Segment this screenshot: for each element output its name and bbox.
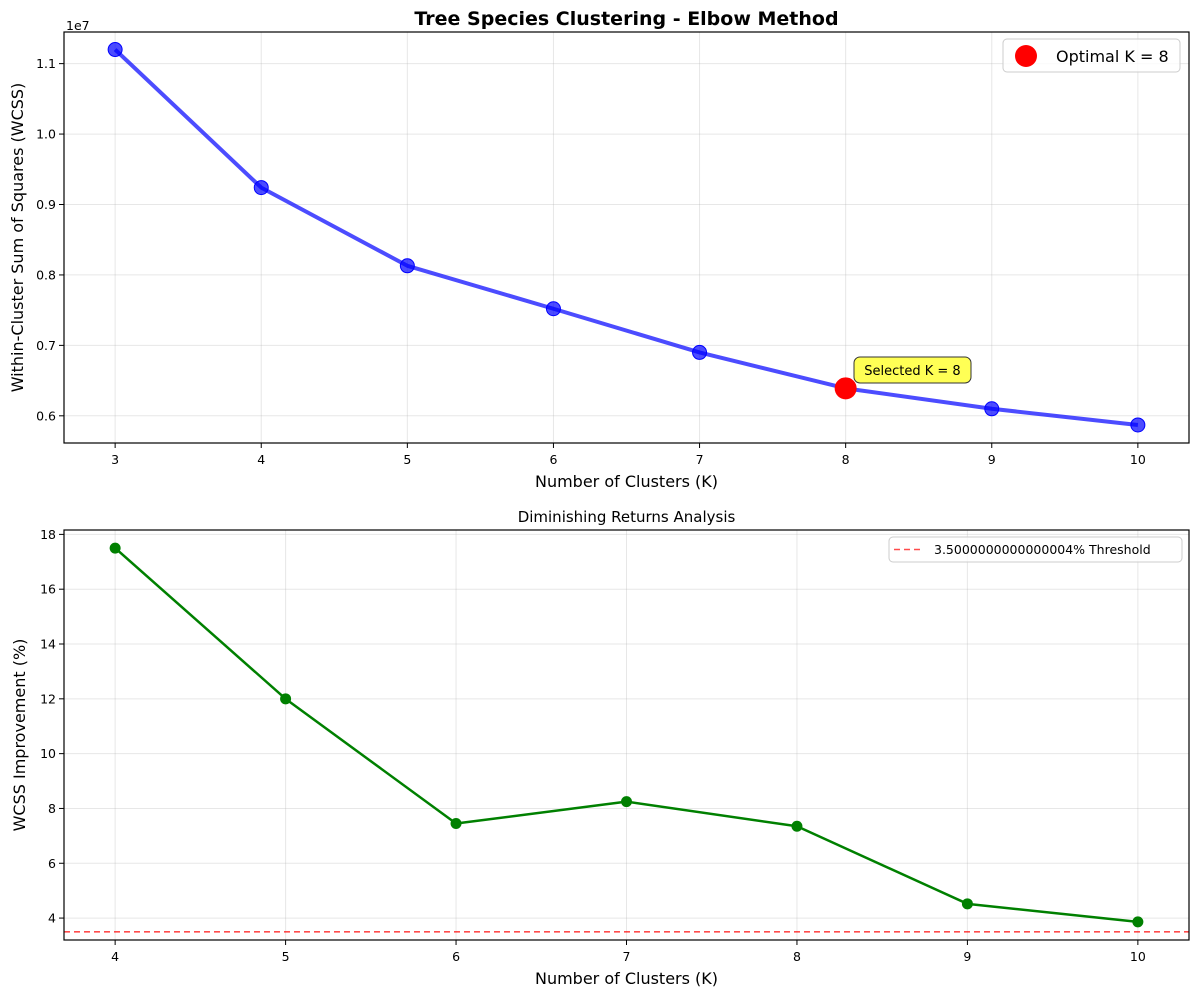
wcss-point — [253, 180, 269, 196]
wcss-point — [984, 401, 1000, 417]
elbow-x-tick-label: 3 — [111, 452, 119, 467]
diminishing-legend-frame — [888, 536, 1183, 563]
elbow-series-layer — [107, 42, 1146, 433]
wcss-point — [1130, 417, 1146, 433]
improvement-point — [621, 796, 632, 808]
optimal-k-marker — [834, 377, 857, 400]
diminishing-y-tick-label: 12 — [40, 691, 56, 706]
wcss-point — [107, 42, 123, 58]
threshold-legend-label: 3.5000000000000004% Threshold — [934, 542, 1151, 557]
diminishing-returns-title: Diminishing Returns Analysis — [518, 508, 736, 526]
elbow-y-ticks: 0.6 0.7 0.8 0.9 1.0 1.1 — [36, 56, 64, 423]
diminishing-x-ticks: 4 5 6 7 8 9 10 — [111, 940, 1146, 964]
elbow-y-tick-label: 0.8 — [36, 267, 56, 282]
wcss-point — [545, 301, 561, 317]
diminishing-x-tick-label: 5 — [282, 949, 290, 964]
elbow-x-ticks: 3 4 5 6 7 8 9 10 — [111, 443, 1146, 467]
diminishing-y-tick-label: 8 — [48, 801, 56, 816]
diminishing-y-tick-label: 6 — [48, 856, 56, 871]
selected-k-annotation-box — [853, 356, 972, 384]
elbow-y-tick-label: 1.1 — [36, 56, 56, 71]
elbow-x-tick-label: 8 — [842, 452, 850, 467]
elbow-y-tick-label: 0.7 — [36, 338, 56, 353]
elbow-grid — [64, 32, 1189, 443]
diminishing-y-ticks: 4 6 8 10 12 14 16 18 — [40, 527, 64, 926]
diminishing-x-tick-label: 7 — [623, 949, 631, 964]
elbow-chart-title: Tree Species Clustering - Elbow Method — [414, 8, 838, 30]
elbow-x-axis-label: Number of Clusters (K) — [535, 472, 718, 491]
elbow-legend-label: Optimal K = 8 — [1056, 47, 1169, 66]
improvement-point — [280, 693, 292, 705]
improvement-point — [1132, 916, 1144, 928]
diminishing-y-tick-label: 16 — [40, 582, 56, 597]
elbow-y-offset-label: 1e7 — [66, 18, 90, 33]
elbow-x-tick-label: 4 — [257, 452, 265, 467]
elbow-plot-frame — [63, 31, 1190, 444]
diminishing-x-tick-label: 8 — [793, 949, 801, 964]
selected-k-annotation: Selected K = 8 — [853, 356, 972, 384]
elbow-x-tick-label: 10 — [1130, 452, 1146, 467]
elbow-x-tick-label: 7 — [696, 452, 704, 467]
elbow-y-tick-label: 1.0 — [36, 127, 56, 142]
diminishing-returns-panel: Diminishing Returns Analysis 4 5 6 7 8 9 10 4 6… — [10, 508, 1190, 988]
diminishing-legend: 3.5000000000000004% Threshold — [888, 536, 1183, 563]
wcss-point — [399, 258, 415, 274]
diminishing-y-tick-label: 18 — [40, 527, 56, 542]
wcss-line — [113, 48, 1139, 427]
elbow-legend-marker — [1015, 45, 1037, 67]
diminishing-x-tick-label: 4 — [111, 949, 119, 964]
elbow-y-axis-label: Within-Cluster Sum of Squares (WCSS) — [8, 83, 27, 393]
elbow-y-tick-label: 0.9 — [36, 197, 56, 212]
wcss-point — [692, 344, 708, 360]
diminishing-x-tick-label: 10 — [1130, 949, 1146, 964]
elbow-x-tick-label: 6 — [549, 452, 557, 467]
improvement-point — [109, 542, 121, 554]
diminishing-x-tick-label: 9 — [963, 949, 971, 964]
diminishing-series-layer — [64, 542, 1189, 933]
diminishing-y-tick-label: 14 — [40, 637, 56, 652]
diminishing-y-tick-label: 10 — [40, 746, 56, 761]
improvement-point — [961, 898, 973, 910]
diminishing-y-tick-label: 4 — [48, 911, 56, 926]
selected-k-annotation-text: Selected K = 8 — [864, 364, 960, 379]
elbow-x-tick-label: 5 — [403, 452, 411, 467]
elbow-chart-panel: Tree Species Clustering - Elbow Method 1… — [8, 8, 1190, 491]
diminishing-x-axis-label: Number of Clusters (K) — [535, 969, 718, 988]
elbow-y-tick-label: 0.6 — [36, 408, 56, 423]
improvement-point — [450, 818, 462, 830]
improvement-point — [791, 820, 803, 832]
diminishing-grid — [64, 530, 1189, 940]
diminishing-x-tick-label: 6 — [452, 949, 460, 964]
elbow-legend: Optimal K = 8 — [1002, 38, 1181, 73]
diminishing-y-axis-label: WCSS Improvement (%) — [10, 639, 29, 832]
elbow-legend-frame — [1002, 38, 1181, 73]
elbow-x-tick-label: 9 — [988, 452, 996, 467]
